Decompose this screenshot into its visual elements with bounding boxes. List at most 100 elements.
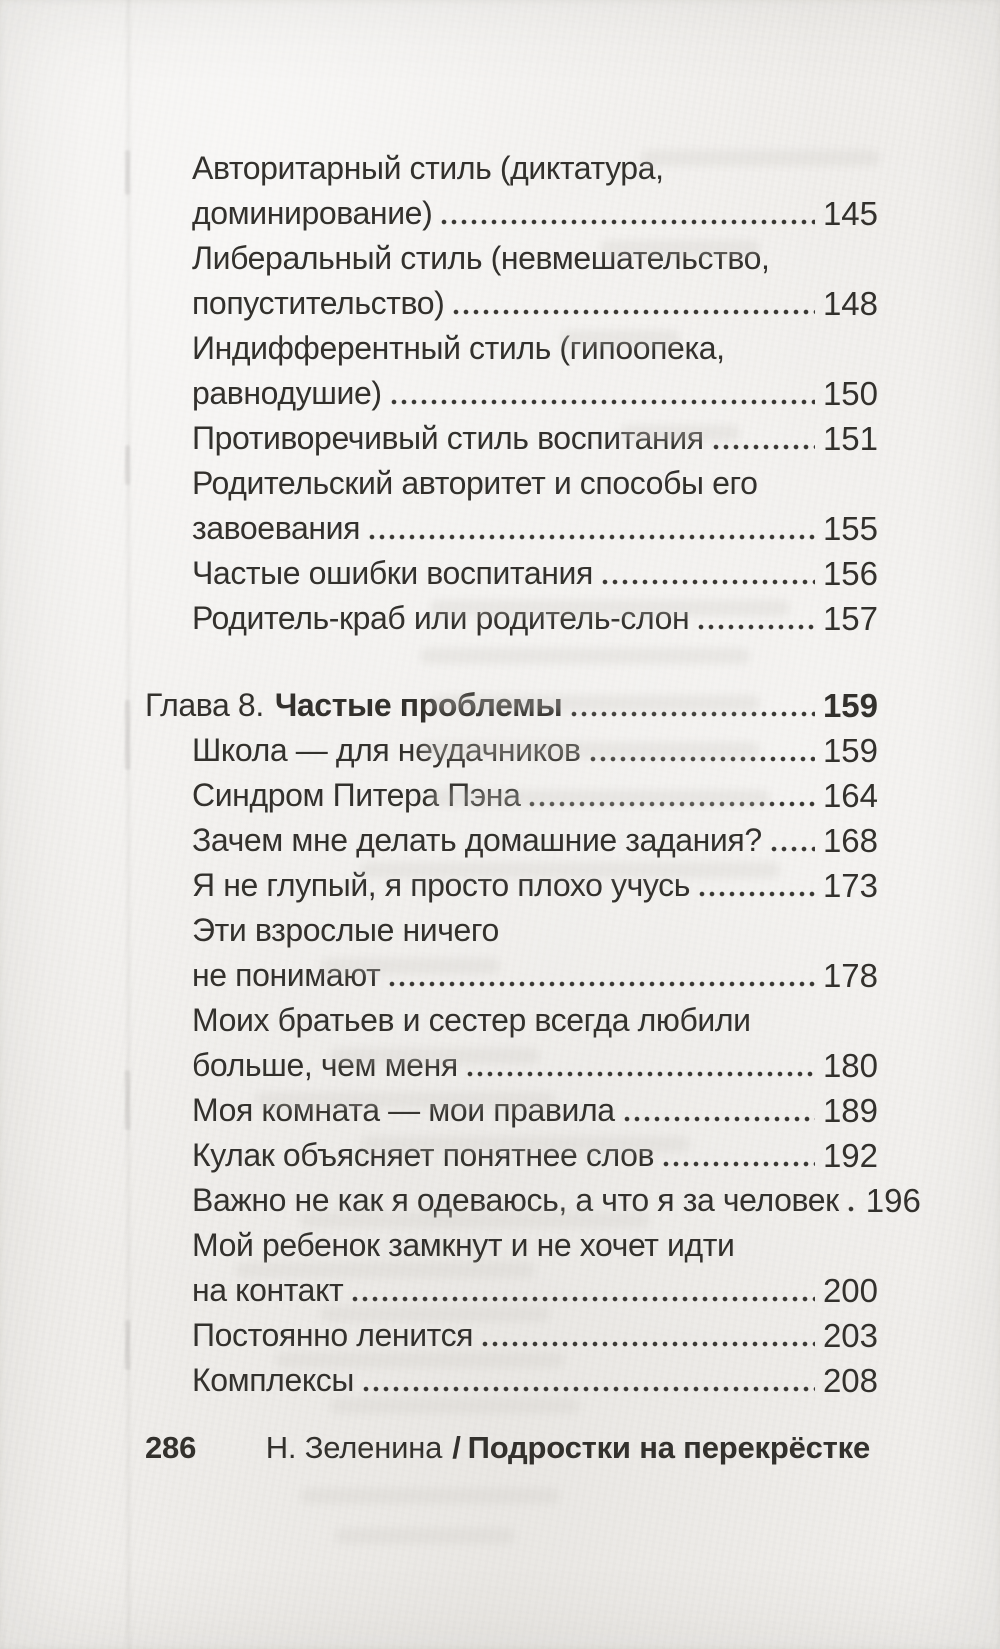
toc-entry-line: Глава 8. Частые проблемы 159 bbox=[145, 683, 878, 728]
toc-entry-title: Синдром Питера Пэна bbox=[192, 777, 521, 813]
dot-leader bbox=[367, 534, 815, 540]
showthrough-artifact bbox=[640, 150, 880, 166]
toc-entry-title: Родитель-краб или родитель-слон bbox=[192, 600, 690, 636]
toc-entry-line: Либеральный стиль (невмешательство, bbox=[192, 240, 770, 276]
toc-entry: Моя комната — мои правила 189 bbox=[145, 1088, 878, 1133]
toc-entry-line: Частые ошибки воспитания 156 bbox=[192, 551, 878, 596]
toc-page-number: 156 bbox=[822, 555, 878, 592]
toc-entry-title: больше, чем меня bbox=[192, 1047, 458, 1083]
chapter-title: Глава 8. Частые проблемы bbox=[145, 683, 563, 728]
toc-entry-line: попустительство) 148 bbox=[192, 281, 878, 326]
toc-chapter-entry: Глава 8. Частые проблемы 159 bbox=[145, 683, 878, 728]
toc-entry: Моих братьев и сестер всегда любили больш… bbox=[145, 998, 878, 1088]
toc-page-number: 200 bbox=[822, 1272, 878, 1309]
dot-leader bbox=[361, 1386, 815, 1392]
footer-running-title: Н. Зеленина / Подростки на перекрёстке bbox=[266, 1428, 870, 1468]
toc-entry: Зачем мне делать домашние задания? 168 bbox=[145, 818, 878, 863]
scan-edge-artifact bbox=[125, 700, 130, 770]
dot-leader bbox=[439, 219, 815, 225]
dot-leader bbox=[621, 1116, 815, 1122]
showthrough-artifact bbox=[235, 1262, 535, 1278]
showthrough-artifact bbox=[330, 1398, 580, 1414]
toc-entry-title: доминирование) bbox=[192, 195, 433, 231]
footer-separator: / bbox=[452, 1430, 461, 1465]
scan-edge-artifact bbox=[125, 150, 130, 195]
showthrough-artifact bbox=[275, 1352, 565, 1368]
toc-entry-title: Зачем мне делать домашние задания? bbox=[192, 822, 762, 858]
dot-leader bbox=[599, 579, 815, 585]
showthrough-artifact bbox=[430, 695, 760, 711]
toc-entry-line: Мой ребенок замкнут и не хочет идти bbox=[192, 1227, 735, 1263]
toc-entry-line: Постоянно ленится 203 bbox=[192, 1313, 878, 1358]
toc-page-number: 168 bbox=[822, 822, 878, 859]
showthrough-artifact bbox=[320, 1306, 550, 1322]
showthrough-artifact bbox=[300, 1488, 560, 1504]
toc-entry: Противоречивый стиль воспитания 151 bbox=[145, 416, 878, 461]
toc-page-number: 157 bbox=[822, 600, 878, 637]
showthrough-artifact bbox=[600, 240, 760, 256]
toc-entry-title: попустительство) bbox=[192, 285, 445, 321]
showthrough-artifact bbox=[430, 600, 790, 616]
dot-leader bbox=[845, 1206, 858, 1212]
toc-entry-title: Противоречивый стиль воспитания bbox=[192, 420, 704, 456]
chapter-title-text: Частые проблемы bbox=[274, 687, 563, 723]
toc-page-number: 159 bbox=[822, 687, 878, 724]
toc-entry-title: равнодушие) bbox=[192, 375, 382, 411]
showthrough-artifact bbox=[300, 1212, 650, 1228]
toc-page-number: 173 bbox=[822, 867, 878, 904]
toc-entry-line: Важно не как я одеваюсь, а что я за чело… bbox=[192, 1178, 921, 1223]
toc-entry-line: Кулак объясняет понятнее слов 192 bbox=[192, 1133, 878, 1178]
toc-entry-line: Зачем мне делать домашние задания? 168 bbox=[192, 818, 878, 863]
toc-entry-line: Комплексы 208 bbox=[192, 1358, 878, 1403]
toc-entry-line: равнодушие) 150 bbox=[192, 371, 878, 416]
showthrough-artifact bbox=[335, 1528, 515, 1544]
dot-leader bbox=[587, 756, 815, 762]
toc-entry-title: Кулак объясняет понятнее слов bbox=[192, 1137, 655, 1173]
toc-entry: Авторитарный стиль (диктатура, доминирова… bbox=[145, 146, 878, 236]
dot-leader bbox=[697, 891, 815, 897]
toc-entry-line: Индифферентный стиль (гипоопека, bbox=[192, 330, 725, 366]
toc-entry-title: Частые ошибки воспитания bbox=[192, 555, 593, 591]
toc-page-number: 150 bbox=[822, 375, 878, 412]
toc-page-number: 159 bbox=[822, 732, 878, 769]
toc-entry-title: Моя комната — мои правила bbox=[192, 1092, 615, 1128]
showthrough-artifact bbox=[255, 1092, 555, 1108]
toc-entry-line: Противоречивый стиль воспитания 151 bbox=[192, 416, 878, 461]
showthrough-artifact bbox=[360, 1136, 690, 1152]
toc-entry: Либеральный стиль (невмешательство, попус… bbox=[145, 236, 878, 326]
toc-entry-line: Моя комната — мои правила 189 bbox=[192, 1088, 878, 1133]
toc-list: Авторитарный стиль (диктатура, доминирова… bbox=[145, 146, 921, 1403]
toc-entry-line: больше, чем меня 180 bbox=[192, 1043, 878, 1088]
toc-entry-title: Школа — для неудачников bbox=[192, 732, 581, 768]
dot-leader bbox=[661, 1161, 815, 1167]
scan-edge-artifact bbox=[125, 1070, 130, 1130]
showthrough-artifact bbox=[420, 648, 750, 664]
toc-entry: Комплексы 208 bbox=[145, 1358, 878, 1403]
toc-entry-line: Авторитарный стиль (диктатура, bbox=[192, 150, 664, 186]
toc-page-number: 208 bbox=[822, 1362, 878, 1399]
toc-entry-title: Постоянно ленится bbox=[192, 1317, 474, 1353]
toc-page-number: 189 bbox=[822, 1092, 878, 1129]
showthrough-artifact bbox=[320, 958, 500, 974]
toc-entry: Постоянно ленится 203 bbox=[145, 1313, 878, 1358]
toc-entry: Кулак объясняет понятнее слов 192 bbox=[145, 1133, 878, 1178]
scan-crease bbox=[124, 0, 133, 1649]
toc-entry-title: на контакт bbox=[192, 1272, 344, 1308]
scan-edge-artifact bbox=[125, 1320, 130, 1370]
footer-page-number: 286 bbox=[145, 1430, 197, 1465]
toc-entry: Синдром Питера Пэна 164 bbox=[145, 773, 878, 818]
toc-entry: Я не глупый, я просто плохо учусь 173 bbox=[145, 863, 878, 908]
toc-page-number: 203 bbox=[822, 1317, 878, 1354]
toc-entry: Частые ошибки воспитания 156 bbox=[145, 551, 878, 596]
dot-leader bbox=[451, 309, 815, 315]
toc-page-number: 196 bbox=[865, 1182, 921, 1219]
dot-leader bbox=[388, 399, 815, 405]
toc-entry: Родительский авторитет и способы его заво… bbox=[145, 461, 878, 551]
dot-leader bbox=[350, 1296, 815, 1302]
dot-leader bbox=[569, 711, 815, 717]
toc-entry-line: не понимают 178 bbox=[192, 953, 878, 998]
dot-leader bbox=[710, 444, 815, 450]
toc-entry: Школа — для неудачников 159 bbox=[145, 728, 878, 773]
dot-leader bbox=[768, 846, 815, 852]
toc-entry-line: Синдром Питера Пэна 164 bbox=[192, 773, 878, 818]
